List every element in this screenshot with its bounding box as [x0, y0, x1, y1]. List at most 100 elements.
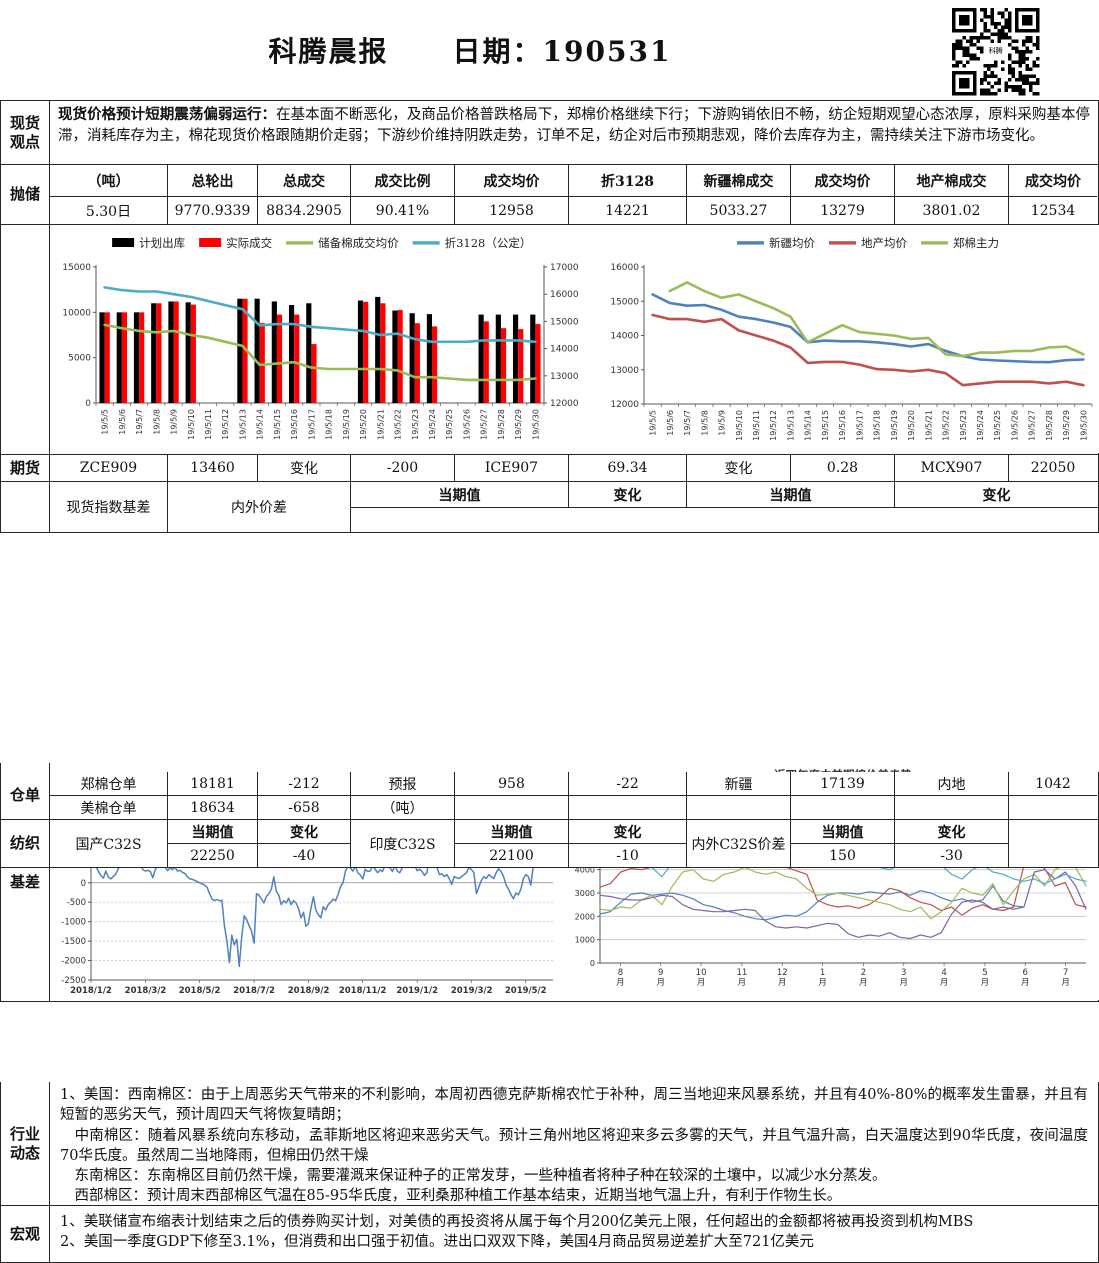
warehouse-cell: （吨） [351, 796, 455, 819]
futures-cell: 变化 [687, 455, 791, 481]
svg-text:计划出库: 计划出库 [139, 236, 185, 250]
warehouse-cell: 新疆 [687, 772, 791, 796]
futures-cell: 22050 [1030, 460, 1076, 476]
svg-text:新疆均价: 新疆均价 [769, 236, 815, 250]
svg-text:19/5/26: 19/5/26 [1010, 410, 1019, 441]
warehouse-table: 郑棉仓单 18181 -212 预报 958 -22 新疆 17139 内地 1… [50, 772, 1098, 819]
svg-text:10000: 10000 [62, 308, 91, 318]
svg-text:19/5/11: 19/5/11 [752, 410, 761, 441]
svg-text:4: 4 [941, 968, 946, 978]
textile-header: 变化 [569, 820, 687, 844]
futures-row: ZCE909 13460 变化 -200 ICE907 69.34 变化 0.2… [50, 455, 1098, 481]
svg-text:-1000: -1000 [61, 918, 86, 928]
section-industry: 行业动态 1、美国：西南棉区：由于上周恶劣天气带来的不利影响，本周初西德克萨斯棉… [0, 1082, 1099, 1206]
basis-table: 现货指数基差 当期值 变化 内外价差 当期值 变化 996 197 2011 -… [50, 482, 1098, 532]
svg-text:月: 月 [738, 978, 747, 988]
report-header: 科腾晨报 日期：190531 科腾 [0, 0, 1099, 100]
svg-text:5: 5 [982, 968, 987, 978]
row-label-text: 期货 [9, 458, 40, 477]
svg-text:15000: 15000 [610, 297, 639, 307]
section-futures: 期货 ZCE909 13460 变化 -200 ICE907 69.34 变化 … [0, 455, 1099, 482]
reserve-header: 成交比例 [351, 165, 455, 197]
spot-view-text: 现货价格预计短期震荡偏弱运行：在基本面不断恶化，及商品价格普跌格局下，郑棉价格继… [50, 101, 1098, 164]
warehouse-cell: 18634 [168, 796, 258, 819]
svg-text:7: 7 [1063, 968, 1068, 978]
svg-text:-1500: -1500 [61, 937, 86, 947]
reserve-header: （吨） [50, 165, 168, 197]
svg-text:19/5/13: 19/5/13 [238, 409, 247, 440]
section-spot-view: 现货观点 现货价格预计短期震荡偏弱运行：在基本面不断恶化，及商品价格普跌格局下，… [0, 100, 1099, 165]
svg-text:19/5/16: 19/5/16 [838, 410, 847, 441]
reserve-value: 90.41% [351, 197, 455, 224]
svg-text:19/5/19: 19/5/19 [890, 410, 899, 441]
row-label-industry: 行业动态 [1, 1082, 50, 1205]
reserve-value: 5033.27 [687, 197, 791, 224]
svg-text:13000: 13000 [550, 372, 579, 382]
qr-code: 科腾 [952, 8, 1040, 96]
svg-text:12000: 12000 [550, 399, 579, 409]
svg-text:19/5/25: 19/5/25 [445, 409, 454, 440]
svg-text:19/5/27: 19/5/27 [480, 409, 489, 440]
svg-text:月: 月 [656, 978, 665, 988]
title-row: 科腾晨报 日期：190531 [0, 0, 940, 100]
futures-cell: -200 [351, 455, 455, 481]
svg-text:19/5/24: 19/5/24 [428, 409, 437, 440]
svg-text:1000: 1000 [575, 936, 595, 945]
svg-text:19/5/9: 19/5/9 [718, 410, 727, 436]
svg-text:2000: 2000 [575, 912, 595, 921]
svg-text:月: 月 [1021, 978, 1030, 988]
svg-text:2019/1/2: 2019/1/2 [396, 986, 438, 996]
svg-text:2019/3/2: 2019/3/2 [451, 986, 493, 996]
reserve-header: 成交均价 [1009, 165, 1097, 197]
report-title: 科腾晨报 [268, 35, 389, 68]
row-label-text: 基差 [9, 872, 40, 891]
reserve-value: 5.30日 [50, 197, 168, 224]
basis-header: 当期值 [351, 482, 569, 508]
row-label-basis: 基差 [1, 763, 50, 1001]
reserve-header: 折3128 [569, 165, 687, 197]
svg-text:19/5/15: 19/5/15 [273, 409, 282, 440]
section-warehouse: 仓单 郑棉仓单 18181 -212 预报 958 -22 新疆 17139 内… [0, 772, 1099, 820]
warehouse-cell [791, 796, 895, 819]
svg-text:19/5/29: 19/5/29 [514, 409, 523, 440]
industry-paragraph: 中南棉区：随着风暴系统向东移动，孟菲斯地区将迎来恶劣天气。预计三角州地区将迎来多… [60, 1127, 1088, 1164]
svg-text:15000: 15000 [62, 263, 91, 273]
textile-value: 22100 [455, 844, 569, 867]
macro-line: 2、美国一季度GDP下修至3.1%，但消费和出口强于初值。进出口双双下降，美国4… [60, 1234, 814, 1251]
svg-text:19/5/8: 19/5/8 [152, 409, 161, 435]
svg-text:月: 月 [778, 978, 787, 988]
spot-view-lead: 现货价格预计短期震荡偏弱运行： [58, 106, 277, 123]
svg-text:0: 0 [590, 959, 595, 968]
section-basis-table: 现货指数基差 当期值 变化 内外价差 当期值 变化 996 197 2011 -… [0, 482, 1099, 533]
reserve-header: 总轮出 [168, 165, 258, 197]
textile-table: 国产C32S 当期值 变化 印度C32S 当期值 变化 内外C32S价差 当期值… [50, 820, 1098, 867]
macro-text: 1、美联储宣布缩表计划结束之后的债券购买计划，对美债的再投资将从属于每个月200… [50, 1206, 1098, 1262]
svg-text:3: 3 [901, 968, 906, 978]
svg-text:19/5/16: 19/5/16 [290, 409, 299, 440]
svg-text:19/5/17: 19/5/17 [855, 410, 864, 441]
svg-text:19/5/30: 19/5/30 [531, 409, 540, 440]
svg-text:2018/5/2: 2018/5/2 [179, 986, 221, 996]
row-label-macro: 宏观 [1, 1206, 50, 1262]
warehouse-cell: 预报 [351, 772, 455, 796]
svg-text:-500: -500 [67, 898, 86, 908]
futures-cell: ZCE909 [50, 455, 168, 481]
textile-value: 150 [791, 844, 895, 867]
spot-view-body: 在基本面不断恶化，及商品价格普跌格局下，郑棉价格继续下行；下游购销依旧不畅，纺企… [58, 107, 1091, 144]
warehouse-cell: 17139 [791, 772, 895, 796]
svg-text:9: 9 [658, 968, 663, 978]
textile-header: 当期值 [455, 820, 569, 844]
svg-text:郑棉主力: 郑棉主力 [953, 236, 999, 250]
svg-text:19/5/20: 19/5/20 [359, 409, 368, 440]
report-date: 日期：190531 [452, 35, 672, 68]
futures-cell: ICE907 [455, 455, 569, 481]
row-label-empty [1, 225, 50, 454]
basis-name: 现货指数基差 [50, 482, 168, 532]
svg-text:2018/9/2: 2018/9/2 [288, 986, 330, 996]
svg-text:19/5/18: 19/5/18 [325, 409, 334, 440]
svg-text:19/5/8: 19/5/8 [700, 410, 709, 436]
section-macro: 宏观 1、美联储宣布缩表计划结束之后的债券购买计划，对美债的再投资将从属于每个月… [0, 1206, 1099, 1263]
warehouse-cell [455, 796, 569, 819]
basis-name: 内外价差 [168, 482, 351, 532]
textile-name: 印度C32S [351, 820, 455, 867]
